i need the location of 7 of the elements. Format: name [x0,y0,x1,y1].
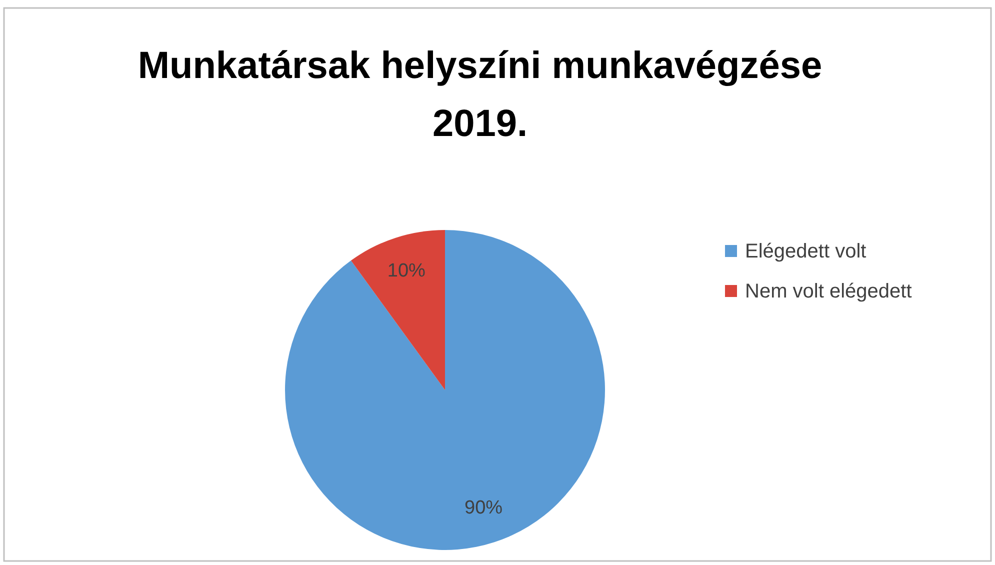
data-label: 90% [464,498,503,519]
legend-label: Nem volt elégedett [745,280,912,302]
pie-slice [350,230,445,390]
data-label: 10% [387,260,426,282]
chart-title: Munkatársak helyszíni munkavégzése 2019. [138,45,822,145]
legend-label: Elégedett volt [745,240,867,262]
pie-slice [285,230,605,550]
